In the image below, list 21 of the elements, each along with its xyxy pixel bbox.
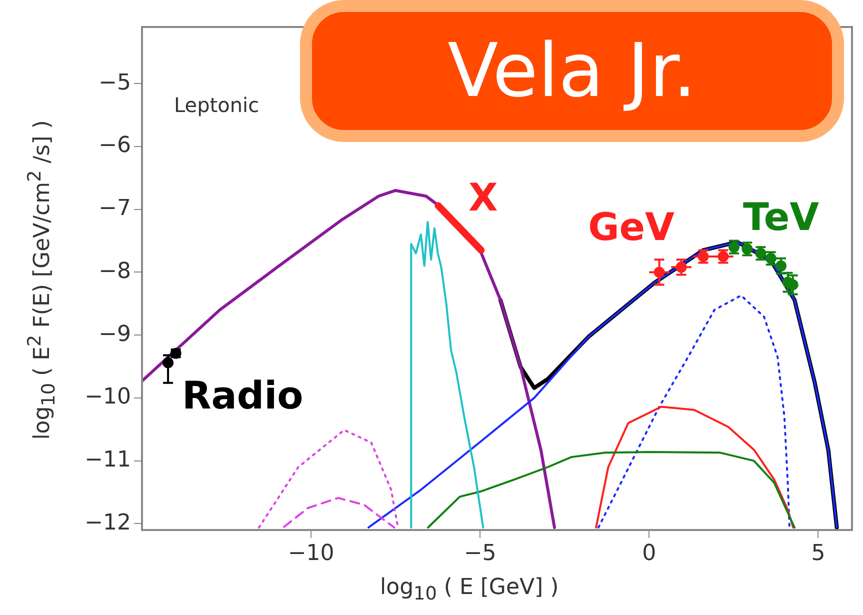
- y-tick-label: −10: [84, 384, 131, 410]
- y-tick-label: −7: [98, 196, 131, 222]
- x-axis-title: log$_{10}$ ( E [GeV] ): [380, 575, 559, 604]
- annotation: Leptonic: [174, 93, 260, 118]
- x-tick-label: 0: [642, 540, 656, 566]
- chart-title: Vela Jr.: [446, 27, 698, 116]
- series-label: TeV: [742, 194, 820, 239]
- y-tick-label: −11: [84, 448, 131, 473]
- line-series: [258, 429, 399, 528]
- y-tick-label: −8: [98, 258, 131, 284]
- series-label: Radio: [182, 374, 304, 418]
- x-tick-label: −10: [288, 540, 334, 566]
- x-tick-label: 5: [811, 540, 826, 566]
- y-tick-label: −9: [98, 322, 131, 347]
- y-tick-label: −5: [98, 70, 131, 96]
- y-tick-label: −6: [98, 133, 131, 158]
- series-label: GeV: [588, 205, 676, 250]
- line-series: [597, 294, 790, 528]
- x-tick-label: −5: [464, 540, 496, 566]
- y-tick-label: −12: [84, 510, 131, 536]
- series-label: X: [468, 175, 498, 220]
